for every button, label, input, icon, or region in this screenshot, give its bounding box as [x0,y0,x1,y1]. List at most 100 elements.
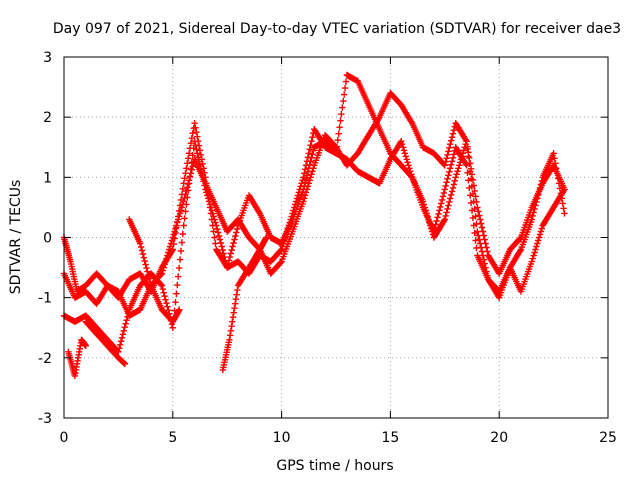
data-point [356,80,359,82]
data-point [74,320,76,323]
data-point [356,152,359,155]
data-point [69,260,72,263]
data-point [226,230,228,233]
data-point [291,218,294,221]
data-point [444,218,446,221]
data-point [204,188,207,191]
data-point [389,152,392,155]
data-point [498,296,501,299]
data-point [324,140,326,143]
x-tick-label: 0 [60,430,69,446]
data-point [563,188,566,191]
series-track-7 [126,216,183,325]
x-tick-label: 20 [490,430,508,446]
data-point [139,308,141,311]
data-point [433,152,435,155]
y-tick-label: -2 [38,351,52,367]
data-point [302,200,305,203]
data-point [531,260,533,263]
data-point [139,272,141,275]
data-point [520,290,522,293]
data-point [172,236,174,239]
data-point [161,308,163,311]
data-point [172,326,174,329]
x-tick-label: 5 [168,430,177,446]
data-point [411,122,413,124]
data-point [356,170,359,173]
data-point [215,206,218,209]
y-tick-label: -1 [38,291,52,307]
data-point [259,212,261,215]
data-point [128,218,131,221]
data-point [563,212,566,215]
data-point [248,236,250,239]
y-axis-label: SDTVAR / TECUs [8,180,24,295]
data-point [237,260,239,263]
data-point [509,266,511,269]
data-point [302,188,305,191]
chart-title: Day 097 of 2021, Sidereal Day-to-day VTE… [53,21,621,37]
data-point [182,224,185,227]
data-point [117,290,120,293]
data-point [422,146,424,149]
data-point [74,296,76,299]
data-point [193,122,196,124]
data-point [237,284,239,287]
data-point [313,164,316,167]
data-point [248,194,250,197]
data-point [95,302,98,305]
series-track-4 [65,336,89,380]
data-point [269,272,272,275]
data-point [161,272,163,275]
data-point [280,260,283,263]
data-point [552,164,555,167]
data-point [400,104,403,106]
data-point [444,164,446,167]
data-point [215,224,218,227]
data-point [139,284,141,287]
data-point [139,242,141,245]
series-track-6 [82,318,129,368]
data-point [84,345,87,347]
x-tick-label: 10 [273,430,291,446]
x-tick-label: 15 [381,430,399,446]
series-track-5 [219,234,270,374]
data-point [454,146,457,149]
data-point [128,278,131,281]
data-point [487,278,490,281]
data-point [389,92,392,94]
data-point [291,230,294,233]
data-point [67,351,70,353]
data-point [487,254,490,257]
data-point [280,248,283,251]
y-tick-label: 0 [43,231,52,247]
data-point [95,272,98,275]
data-point [74,375,76,377]
data-point [172,320,174,323]
data-point [367,176,370,179]
data-point [465,140,468,143]
data-point [454,176,457,179]
data-point [95,332,98,335]
data-point [531,218,533,221]
data-point [280,242,283,245]
data-point [150,272,152,275]
data-point [541,182,544,185]
data-point [302,176,305,179]
data-point [367,104,370,106]
data-point [411,176,413,179]
data-point [269,260,272,263]
y-tick-label: 3 [43,50,52,66]
data-point [454,122,457,124]
data-point [378,128,381,130]
data-point [84,290,87,293]
data-point [313,128,316,130]
data-point [95,326,98,329]
data-point [84,320,87,323]
data-point [117,357,120,359]
data-point [80,338,83,341]
data-point [226,266,228,269]
x-axis-label: GPS time / hours [276,458,393,474]
data-point [193,140,196,143]
data-point [552,206,555,209]
